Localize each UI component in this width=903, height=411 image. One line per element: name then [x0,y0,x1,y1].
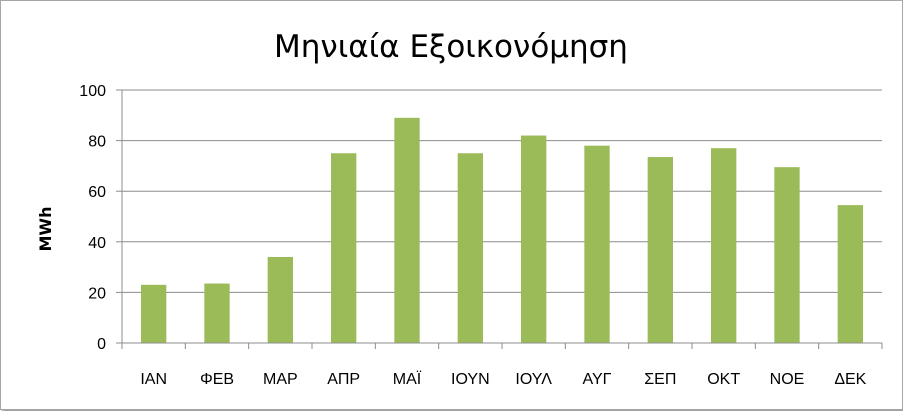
axes [116,89,883,349]
y-axis-label: MWh [36,207,55,252]
bar-7 [521,135,547,343]
y-tick-label: 80 [88,134,106,151]
gridlines [122,89,882,293]
x-tick-label: ΑΠΡ [327,371,360,388]
bar-2 [204,283,230,343]
bar-4 [331,153,357,343]
bars [141,117,863,343]
x-tick-label: ΔΕΚ [834,371,866,388]
bar-5 [394,117,420,343]
y-tick-label: 100 [79,83,106,100]
x-tick-label: ΙΟΥΛ [515,371,552,388]
x-tick-label: ΦΕΒ [200,371,234,388]
bar-3 [267,256,293,343]
bar-6 [457,153,483,343]
x-tick-label: ΙΑΝ [140,371,167,388]
x-tick-label: ΟΚΤ [707,371,740,388]
x-tick-label: ΙΟΥΝ [451,371,490,388]
y-tick-label: 40 [88,235,106,252]
chart-title: Μηνιαία Εξοικονόμηση [274,29,628,65]
x-tick-label: ΜΑΪ [393,370,422,388]
x-tick-label: ΝΟΕ [770,371,805,388]
bar-10 [711,148,737,343]
y-tick-label: 0 [97,336,106,353]
x-tick-label: ΣΕΠ [644,371,676,388]
x-tick-labels: ΙΑΝ ΦΕΒ ΜΑΡ ΑΠΡ ΜΑΪ ΙΟΥΝ ΙΟΥΛ ΑΥΓ ΣΕΠ ΟΚΤ ΝΟΕ ΔΕΚ [140,370,866,388]
x-tick-label: ΜΑΡ [263,371,298,388]
bar-8 [584,145,610,343]
bar-9 [647,157,673,343]
y-tick-label: 60 [88,184,106,201]
x-tick-label: ΑΥΓ [583,371,612,388]
bar-12 [837,205,863,343]
bar-11 [774,167,800,343]
y-tick-labels: 0 20 40 60 80 100 [79,83,106,353]
bar-1 [141,284,167,343]
y-tick-label: 20 [88,285,106,302]
